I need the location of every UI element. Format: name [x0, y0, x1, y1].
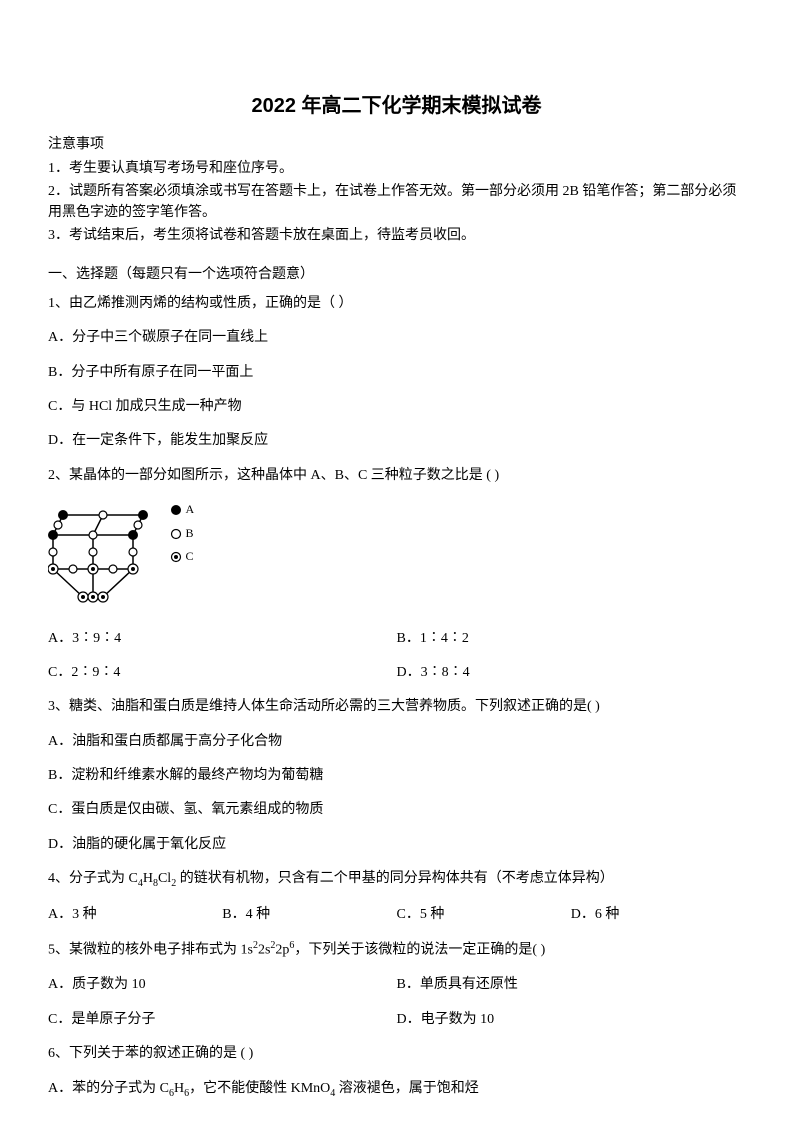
q4-text-suffix: 的链状有机物，只含有二个甲基的同分异构体共有（不考虑立体异构） [176, 871, 614, 886]
q5-option-d: D．电子数为 10 [397, 1009, 746, 1031]
q4-option-c: C．5 种 [397, 904, 571, 926]
filled-circle-icon [170, 504, 182, 516]
q2-legend: A B C [170, 499, 195, 570]
q4-option-d: D．6 种 [571, 904, 745, 926]
q6a-prefix: A．苯的分子式为 C [48, 1081, 169, 1096]
question-3: 3、糖类、油脂和蛋白质是维持人体生命活动所必需的三大营养物质。下列叙述正确的是(… [48, 696, 745, 718]
q2-option-a: A．3∶9∶4 [48, 628, 397, 650]
section-heading: 一、选择题（每题只有一个选项符合题意） [48, 264, 745, 286]
legend-row-c: C [170, 546, 195, 568]
notice-heading: 注意事项 [48, 134, 745, 156]
q6a-suffix: 溶液褪色，属于饱和烃 [335, 1081, 479, 1096]
q4-option-b: B．4 种 [222, 904, 396, 926]
q3-option-b: B．淀粉和纤维素水解的最终产物均为葡萄糖 [48, 765, 745, 787]
q1-option-c: C．与 HCl 加成只生成一种产物 [48, 396, 745, 418]
exam-title: 2022 年高二下化学期末模拟试卷 [48, 90, 745, 122]
legend-row-b: B [170, 523, 195, 545]
q4-text-mid1: H [143, 871, 153, 886]
q3-option-d: D．油脂的硬化属于氧化反应 [48, 834, 745, 856]
question-1: 1、由乙烯推测丙烯的结构或性质，正确的是（ ） [48, 293, 745, 315]
q5-option-c: C．是单原子分子 [48, 1009, 397, 1031]
question-2: 2、某晶体的一部分如图所示，这种晶体中 A、B、C 三种粒子数之比是 ( ) [48, 465, 745, 487]
q6a-mid2: ，它不能使酸性 KMnO [189, 1081, 330, 1096]
q4-text-mid2: Cl [158, 871, 171, 886]
notice-item-1: 1．考生要认真填写考场号和座位序号。 [48, 158, 745, 179]
q6-option-a: A．苯的分子式为 C6H6，它不能使酸性 KMnO4 溶液褪色，属于饱和烃 [48, 1078, 745, 1102]
q3-option-a: A．油脂和蛋白质都属于高分子化合物 [48, 731, 745, 753]
q2-option-c: C．2∶9∶4 [48, 662, 397, 684]
q1-option-b: B．分子中所有原子在同一平面上 [48, 362, 745, 384]
q3-option-c: C．蛋白质是仅由碳、氢、氧元素组成的物质 [48, 799, 745, 821]
q4-text-prefix: 4、分子式为 C [48, 871, 138, 886]
legend-label-c: C [186, 546, 194, 568]
q2-diagram-container: A B C [48, 497, 745, 615]
q1-option-a: A．分子中三个碳原子在同一直线上 [48, 327, 745, 349]
q1-option-d: D．在一定条件下，能发生加聚反应 [48, 430, 745, 452]
q5-text-mid2: 2p [275, 943, 289, 958]
legend-row-a: A [170, 499, 195, 521]
notice-item-2: 2．试题所有答案必须填涂或书写在答题卡上，在试卷上作答无效。第一部分必须用 2B… [48, 181, 745, 223]
open-circle-icon [170, 528, 182, 540]
q6a-mid: H [174, 1081, 184, 1096]
crystal-diagram [48, 497, 158, 615]
q5-text-prefix: 5、某微粒的核外电子排布式为 1s [48, 943, 253, 958]
q5-option-a: A．质子数为 10 [48, 974, 397, 996]
question-6: 6、下列关于苯的叙述正确的是 ( ) [48, 1043, 745, 1065]
q2-option-d: D．3∶8∶4 [397, 662, 746, 684]
notice-item-3: 3．考试结束后，考生须将试卷和答题卡放在桌面上，待监考员收回。 [48, 225, 745, 246]
q5-option-b: B．单质具有还原性 [397, 974, 746, 996]
q2-option-b: B．1∶4∶2 [397, 628, 746, 650]
question-4: 4、分子式为 C4H8Cl2 的链状有机物，只含有二个甲基的同分异构体共有（不考… [48, 868, 745, 892]
legend-label-a: A [186, 499, 195, 521]
q5-text-mid1: 2s [258, 943, 270, 958]
q5-text-suffix: ，下列关于该微粒的说法一定正确的是( ) [294, 943, 545, 958]
q4-option-a: A．3 种 [48, 904, 222, 926]
double-circle-icon [170, 551, 182, 563]
question-5: 5、某微粒的核外电子排布式为 1s22s22p6，下列关于该微粒的说法一定正确的… [48, 938, 745, 962]
legend-label-b: B [186, 523, 194, 545]
